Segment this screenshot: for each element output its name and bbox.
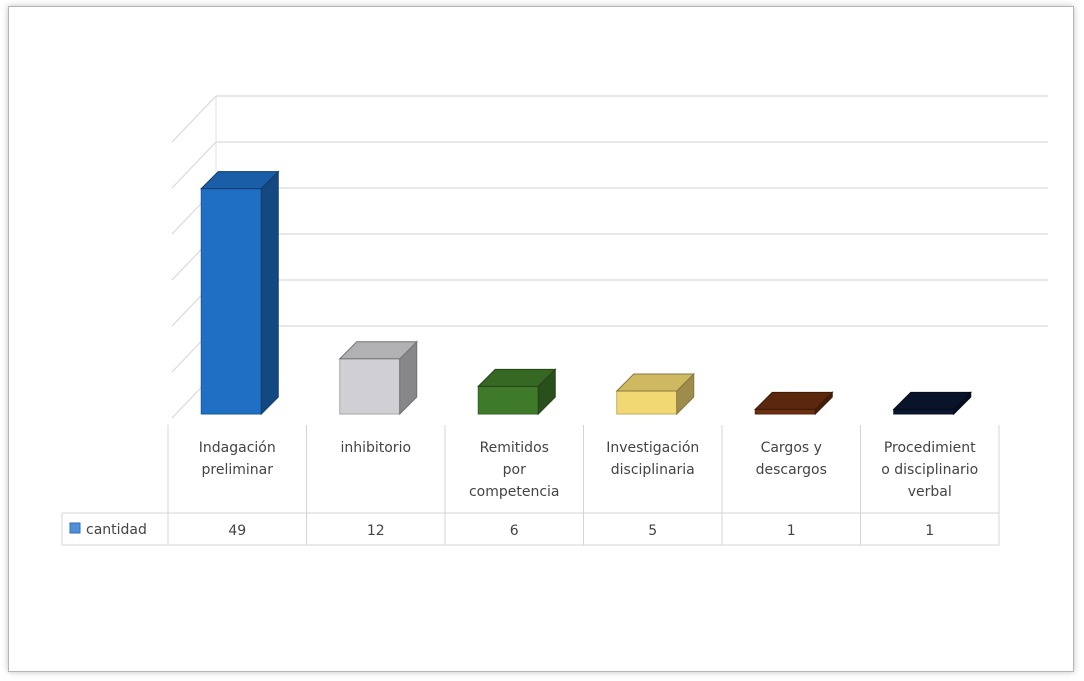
bar-top [892,391,972,410]
bar-front [893,408,955,415]
bar [754,391,834,416]
data-label: 12 [367,523,385,539]
data-label: 5 [648,523,657,539]
category-label: Procedimient [884,440,976,456]
legend-series-name: cantidad [86,522,147,538]
data-label: 6 [510,523,519,539]
category-label: preliminar [202,462,274,478]
category-label: o disciplinario [881,462,978,478]
bar [477,368,557,416]
category-label: verbal [908,484,952,500]
bar-front [477,385,539,415]
bar-top [200,171,280,190]
gridline-side [171,95,217,143]
bar-top [338,341,418,360]
category-label: competencia [469,484,560,500]
category-label: descargos [756,462,827,478]
bar-top [754,391,834,410]
bar [615,372,695,416]
chart-frame [8,6,1074,672]
bar [892,391,972,416]
bar-front [200,188,262,415]
category-label: Investigación [606,440,699,456]
chart-walls [171,95,1048,419]
bar-top [477,368,557,387]
data-label: 49 [228,523,246,539]
bar [200,170,280,416]
category-label: Remitidos [480,440,549,456]
category-label: Indagación [199,440,276,456]
bar-front [339,358,401,415]
category-label: inhibitorio [340,440,411,456]
data-label: 1 [925,523,934,539]
bar-front [754,408,816,415]
category-label: por [503,462,526,478]
bar [338,340,418,416]
chart-bars [200,170,972,416]
bar-top [615,373,695,392]
bar-side [260,170,279,416]
gridline-side [171,141,217,189]
category-label: disciplinaria [611,462,695,478]
category-label: Cargos y [761,440,822,456]
legend-key [69,522,81,534]
data-table: Indagación preliminar 49 inhibitorio 12 Remit… [61,425,1000,546]
bar-front [616,390,678,415]
data-label: 1 [787,523,796,539]
